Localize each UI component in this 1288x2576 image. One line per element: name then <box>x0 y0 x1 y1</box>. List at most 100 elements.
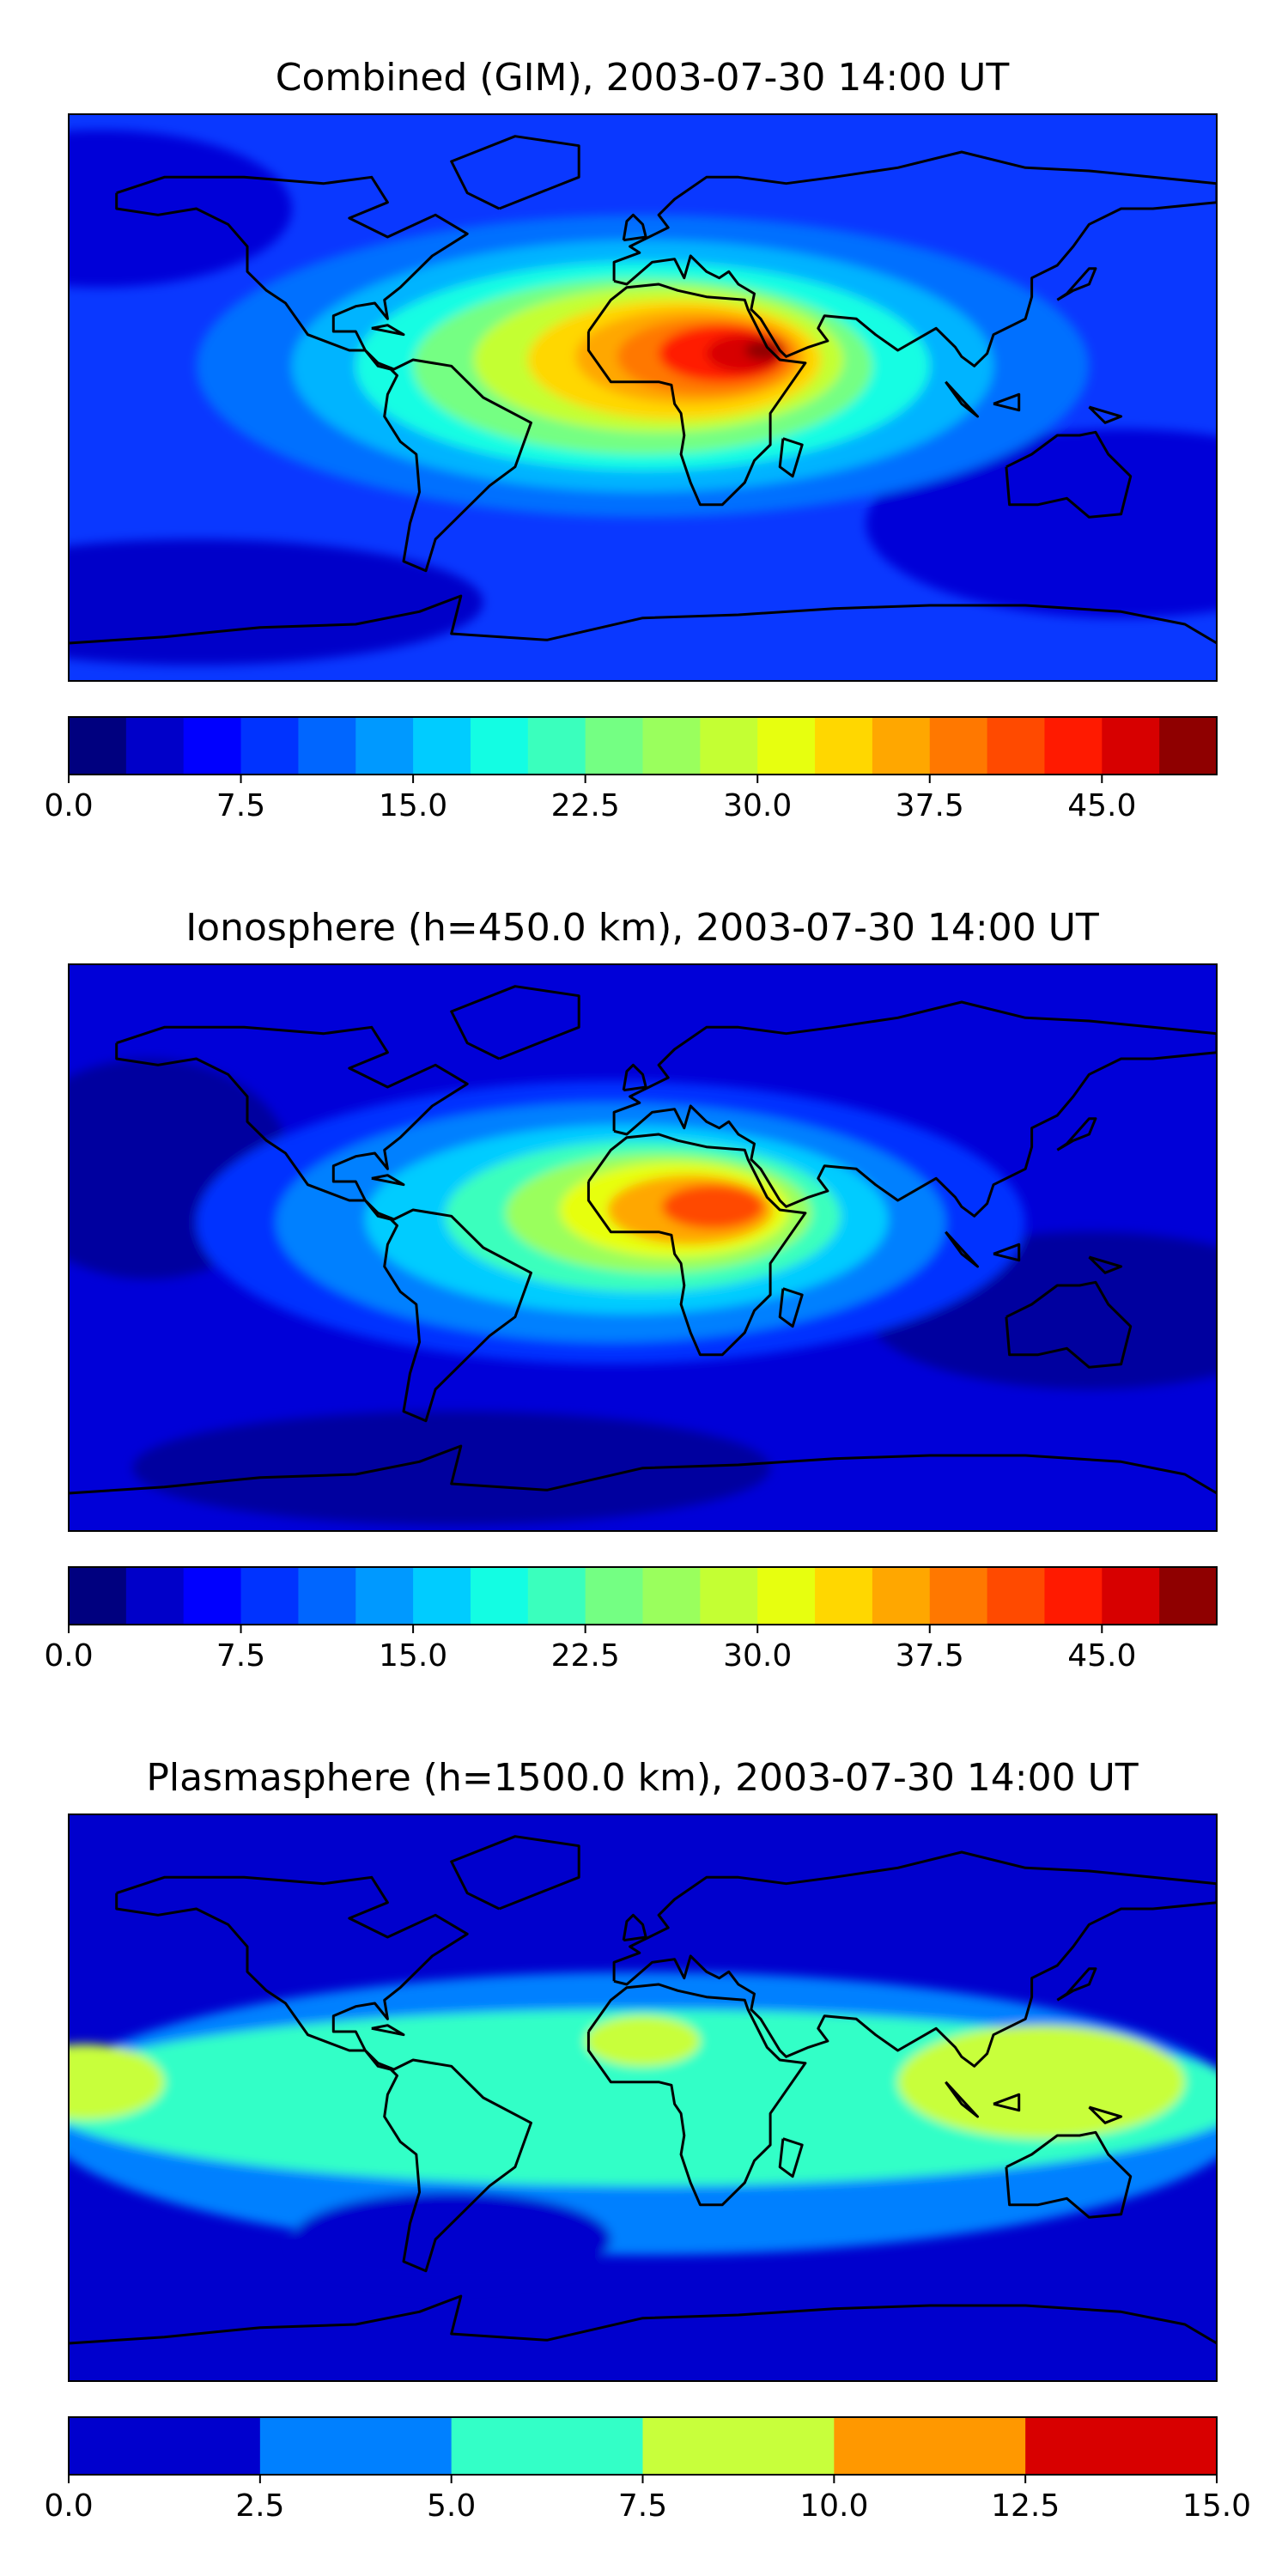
colorbar-segment <box>69 717 127 775</box>
colorbar-tick-label: 12.5 <box>991 2488 1060 2524</box>
coastline <box>945 2081 979 2118</box>
coastline <box>993 2093 1021 2112</box>
colorbar-segment <box>815 717 873 775</box>
panel-ionosphere: Ionosphere (h=450.0 km), 2003-07-30 14:0… <box>44 906 1218 1674</box>
coastline <box>622 213 647 242</box>
colorbar-segment <box>1159 717 1218 775</box>
coastline <box>1088 2105 1123 2124</box>
colorbar-segment <box>355 1567 414 1625</box>
colorbar-ticks: 0.0 2.5 5.0 7.5 10.0 12.5 15.0 <box>44 2475 1251 2524</box>
coastline <box>69 2294 1217 2345</box>
coastline <box>371 324 405 337</box>
coastline <box>1005 1280 1133 1369</box>
coastline <box>586 283 807 507</box>
field-contour <box>585 2015 701 2067</box>
colorbar-tick-label: 45.0 <box>1067 1638 1136 1674</box>
colorbar-segment <box>929 717 988 775</box>
colorbar-segment <box>413 1567 471 1625</box>
colorbar-segment <box>470 717 529 775</box>
colorbar-ticks: 0.0 7.5 15.0 22.5 30.0 37.5 45.0 <box>44 775 1136 823</box>
colorbar-segment <box>527 717 586 775</box>
colorbar-segment <box>183 717 242 775</box>
coastline <box>1005 430 1133 519</box>
colorbar-tick-label: 15.0 <box>379 1638 447 1674</box>
coastline <box>1088 1255 1123 1274</box>
colorbar-segment <box>642 717 701 775</box>
colorbar-segment <box>1159 1567 1218 1625</box>
field-contour <box>132 1411 771 1525</box>
field-contour <box>69 130 292 288</box>
coastline <box>1056 267 1097 301</box>
panel-plasmasphere: Plasmasphere (h=1500.0 km), 2003-07-30 1… <box>44 1756 1251 2524</box>
colorbar-tick-label: 7.5 <box>618 2488 667 2524</box>
colorbar-segment <box>987 1567 1046 1625</box>
colorbar-tick-label: 0.0 <box>44 1638 93 1674</box>
colorbar-tick-label: 22.5 <box>551 788 620 823</box>
coastline <box>1088 405 1123 424</box>
colorbar-segment <box>183 1567 242 1625</box>
colorbar-segment <box>987 717 1046 775</box>
colorbar-segment <box>757 1567 816 1625</box>
colorbar-segment <box>240 717 299 775</box>
coastline <box>993 1242 1021 1262</box>
colorbar-segment <box>834 2417 1026 2475</box>
map-field <box>69 1814 1217 2381</box>
colorbar-segment <box>1102 1567 1160 1625</box>
colorbar-segment <box>929 1567 988 1625</box>
colorbar-tick-label: 7.5 <box>216 788 265 823</box>
coastline <box>371 1174 405 1187</box>
field-contour <box>661 1184 764 1230</box>
colorbar-segment <box>815 1567 873 1625</box>
colorbar <box>68 1566 1218 1625</box>
colorbar-tick-label: 22.5 <box>551 1638 620 1674</box>
coastline <box>778 437 804 478</box>
colorbar-frame <box>68 716 1218 775</box>
colorbar-frame <box>68 1566 1218 1625</box>
coastline <box>612 150 1217 368</box>
colorbar-segment <box>259 2417 453 2475</box>
coastline <box>612 1000 1217 1218</box>
colorbar-segment <box>585 717 644 775</box>
coastline <box>586 1983 807 2207</box>
colorbar-segment <box>470 1567 529 1625</box>
colorbar-tick-label: 2.5 <box>235 2488 284 2524</box>
colorbar-segment <box>125 1567 185 1625</box>
panel-combined: Combined (GIM), 2003-07-30 14:00 UT 0.0 7… <box>44 56 1218 823</box>
colorbar-segment <box>240 1567 299 1625</box>
coastline <box>612 1850 1217 2068</box>
map-frame <box>68 963 1218 1532</box>
coastline <box>115 1875 532 2273</box>
coastline <box>450 985 580 1060</box>
coastline <box>1005 2130 1133 2219</box>
colorbar <box>68 716 1218 775</box>
coastline <box>1056 1117 1097 1151</box>
colorbar-segment <box>642 2417 835 2475</box>
coastline <box>1056 1967 1097 2002</box>
field-contour <box>69 539 483 665</box>
coastline <box>371 2024 405 2037</box>
coastline <box>622 1063 647 1092</box>
coastline <box>115 1025 532 1423</box>
coastlines <box>69 135 1217 645</box>
colorbar-tick-label: 10.0 <box>799 2488 868 2524</box>
colorbar <box>68 2416 1218 2476</box>
colorbar-segment <box>527 1567 586 1625</box>
colorbar-tick-label: 7.5 <box>216 1638 265 1674</box>
coastline <box>450 1835 580 1911</box>
field-contour <box>69 2044 165 2120</box>
colorbar-tick-label: 37.5 <box>896 1638 964 1674</box>
map-field <box>69 114 1217 681</box>
colorbar-tick-label: 15.0 <box>379 788 447 823</box>
colorbar-tick-label: 30.0 <box>723 788 792 823</box>
coastline <box>69 594 1217 645</box>
field-contour <box>291 2192 611 2287</box>
coastline <box>993 392 1021 412</box>
colorbar-segment <box>1044 717 1103 775</box>
colorbar-segment <box>451 2417 644 2475</box>
colorbar-segment <box>125 717 185 775</box>
colorbar-tick-label: 0.0 <box>44 2488 93 2524</box>
colorbar-segment <box>872 1567 931 1625</box>
colorbar-segment <box>355 717 414 775</box>
map-frame <box>68 1814 1218 2382</box>
colorbar-segment <box>413 717 471 775</box>
